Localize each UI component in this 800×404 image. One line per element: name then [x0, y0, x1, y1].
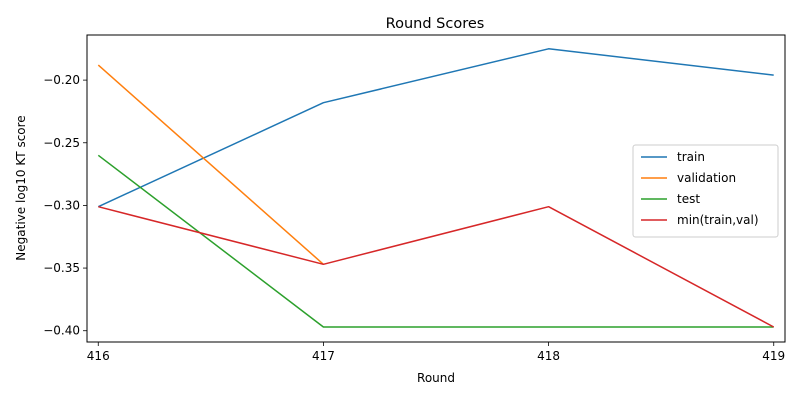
x-tick-label: 418	[537, 349, 560, 363]
series-line-test	[97, 154, 774, 328]
legend-label: train	[677, 150, 705, 164]
plot-lines	[97, 48, 775, 328]
series-line-min-train-val	[98, 205, 775, 328]
x-tick-label: 416	[87, 349, 110, 363]
y-tick-label: −0.20	[43, 73, 80, 87]
y-tick-label: −0.40	[43, 324, 80, 338]
x-tick-label: 417	[312, 349, 335, 363]
legend-label: min(train,val)	[677, 213, 759, 227]
y-axis-label: Negative log10 KT score	[14, 115, 28, 260]
legend-label: test	[677, 192, 700, 206]
x-axis-ticks: 416 417 418 419	[87, 342, 785, 363]
series-line-train	[97, 48, 774, 208]
legend: train validation test min(train,val)	[632, 144, 779, 238]
chart-title: Round Scores	[386, 16, 485, 32]
x-tick-label: 419	[762, 349, 785, 363]
y-tick-label: −0.25	[43, 136, 80, 150]
y-tick-label: −0.30	[43, 198, 80, 212]
x-axis-label: Round	[417, 371, 455, 385]
y-axis-ticks: −0.20 −0.25 −0.30 −0.35 −0.40	[43, 73, 87, 338]
legend-box	[632, 144, 779, 238]
series-line-validation	[97, 64, 324, 265]
legend-label: validation	[677, 171, 736, 185]
y-tick-label: −0.35	[43, 261, 80, 275]
plot-frame	[86, 34, 786, 343]
